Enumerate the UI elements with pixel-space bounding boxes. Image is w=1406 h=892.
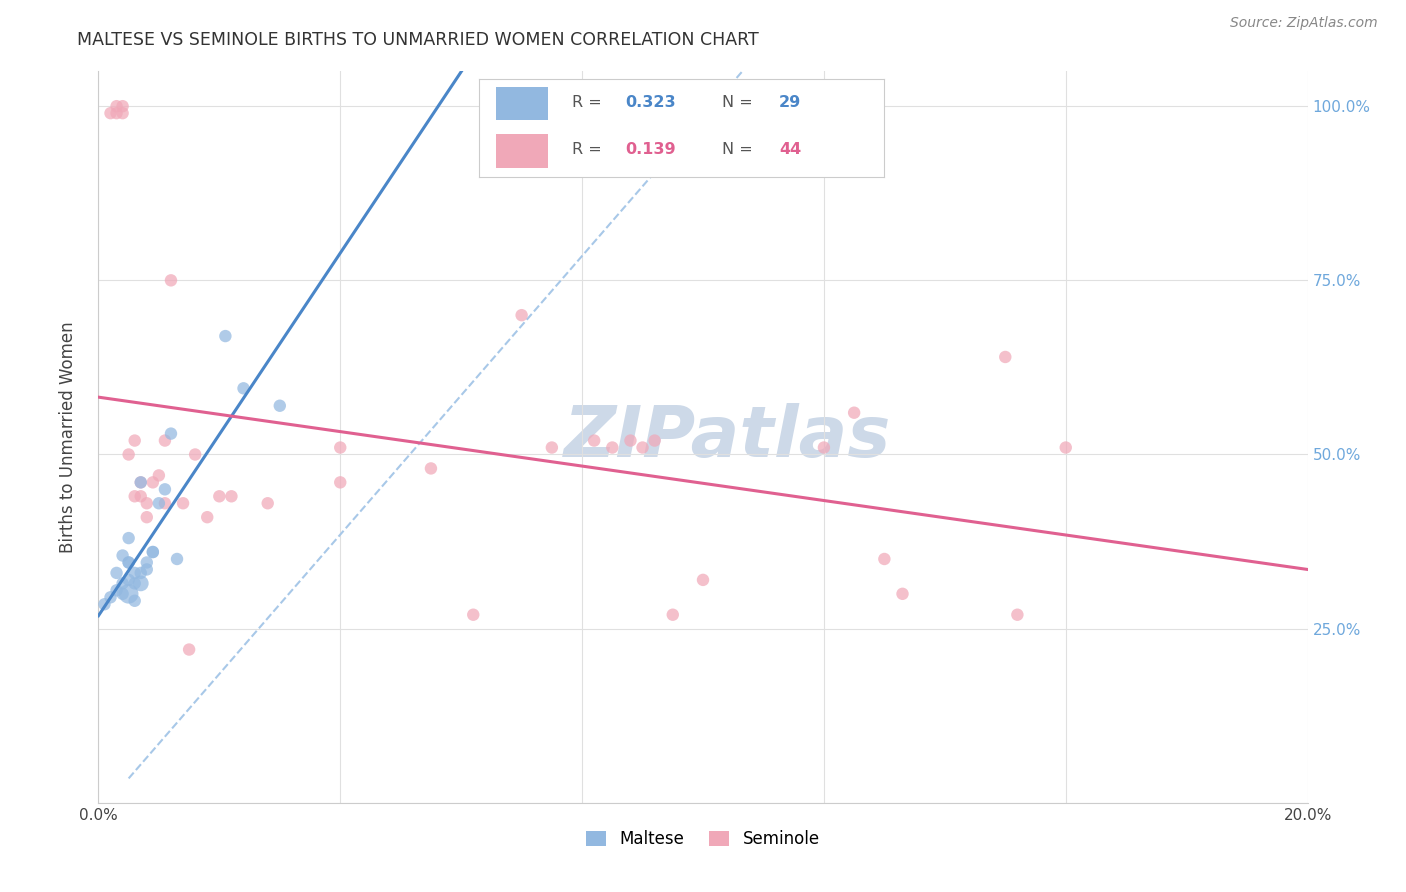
- Point: [510, 308, 533, 322]
- Point: [813, 441, 835, 455]
- Point: [111, 99, 134, 113]
- Point: [124, 566, 146, 580]
- Point: [124, 594, 146, 608]
- Point: [160, 273, 183, 287]
- Y-axis label: Births to Unmarried Women: Births to Unmarried Women: [59, 321, 77, 553]
- Point: [329, 441, 352, 455]
- Point: [142, 545, 165, 559]
- Point: [329, 475, 352, 490]
- Point: [692, 573, 714, 587]
- Point: [129, 489, 152, 503]
- Point: [891, 587, 914, 601]
- Point: [540, 441, 562, 455]
- Point: [873, 552, 896, 566]
- Point: [179, 642, 201, 657]
- Point: [111, 576, 134, 591]
- Point: [602, 441, 624, 455]
- Point: [105, 99, 128, 113]
- Point: [160, 426, 183, 441]
- Point: [142, 545, 165, 559]
- Point: [166, 552, 188, 566]
- Point: [420, 461, 443, 475]
- Point: [221, 489, 243, 503]
- Point: [463, 607, 485, 622]
- Point: [661, 607, 683, 622]
- Point: [118, 556, 141, 570]
- Point: [124, 434, 146, 448]
- Point: [142, 475, 165, 490]
- Point: [256, 496, 278, 510]
- Point: [135, 562, 157, 576]
- Point: [118, 587, 141, 601]
- Point: [100, 591, 122, 605]
- Point: [93, 597, 115, 611]
- Point: [105, 566, 128, 580]
- Text: Source: ZipAtlas.com: Source: ZipAtlas.com: [1230, 16, 1378, 30]
- Point: [195, 510, 218, 524]
- Point: [994, 350, 1017, 364]
- Point: [644, 434, 666, 448]
- Point: [844, 406, 866, 420]
- Point: [118, 531, 141, 545]
- Point: [135, 510, 157, 524]
- Point: [118, 556, 141, 570]
- Text: ZIPatlas: ZIPatlas: [564, 402, 891, 472]
- Point: [129, 475, 152, 490]
- Point: [100, 106, 122, 120]
- Point: [214, 329, 236, 343]
- Point: [129, 475, 152, 490]
- Point: [111, 106, 134, 120]
- Point: [153, 496, 176, 510]
- Point: [135, 556, 157, 570]
- Point: [631, 441, 654, 455]
- Point: [124, 489, 146, 503]
- Legend: Maltese, Seminole: Maltese, Seminole: [578, 822, 828, 856]
- Point: [105, 583, 128, 598]
- Point: [105, 106, 128, 120]
- Point: [148, 496, 170, 510]
- Point: [129, 566, 152, 580]
- Point: [619, 434, 641, 448]
- Point: [148, 468, 170, 483]
- Text: MALTESE VS SEMINOLE BIRTHS TO UNMARRIED WOMEN CORRELATION CHART: MALTESE VS SEMINOLE BIRTHS TO UNMARRIED …: [77, 31, 759, 49]
- Point: [153, 483, 176, 497]
- Point: [1054, 441, 1077, 455]
- Point: [135, 496, 157, 510]
- Point: [153, 434, 176, 448]
- Point: [129, 576, 152, 591]
- Point: [111, 587, 134, 601]
- Point: [118, 448, 141, 462]
- Point: [111, 549, 134, 563]
- Point: [1007, 607, 1029, 622]
- Point: [184, 448, 207, 462]
- Point: [172, 496, 194, 510]
- Point: [208, 489, 231, 503]
- Point: [118, 573, 141, 587]
- Point: [232, 381, 254, 395]
- Point: [269, 399, 291, 413]
- Point: [583, 434, 606, 448]
- Point: [124, 576, 146, 591]
